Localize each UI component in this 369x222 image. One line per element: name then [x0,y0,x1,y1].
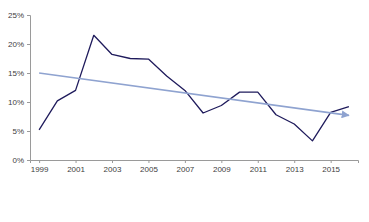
x-tick-label: 2013 [286,165,304,174]
x-tick: 2009 [213,160,231,174]
x-tick-label: 2003 [104,165,122,174]
y-tick-label: 0% [12,156,24,165]
x-tick-mark [185,160,186,163]
y-tick: 10% [8,98,30,107]
x-tick-label: 1999 [31,165,49,174]
y-tick: 15% [8,69,30,78]
x-tick: 2011 [250,160,268,174]
x-axis-line [31,161,359,164]
y-tick-mark [27,15,30,16]
chart: 0% 5% 10% 15% 20% 25% 1999 2001 2003 2005 2007 2009… [0,0,369,222]
y-axis-line [27,16,31,161]
x-tick-mark [221,160,222,163]
x-tick-label: 2007 [176,165,194,174]
y-tick-mark [27,131,30,132]
y-tick: 5% [12,127,30,136]
x-tick: 2003 [104,160,122,174]
x-tick-mark [258,160,259,163]
y-tick-mark [27,160,30,161]
x-tick-mark [39,160,40,163]
y-tick-label: 5% [12,127,24,136]
marks [39,35,349,141]
x-tick: 2001 [67,160,85,174]
data-line [39,35,349,141]
y-tick-label: 15% [8,69,24,78]
x-tick: 2007 [176,160,194,174]
x-tick-label: 2001 [67,165,85,174]
x-tick-mark [294,160,295,163]
plot: 0% 5% 10% 15% 20% 25% 1999 2001 2003 2005 2007 2009… [8,11,359,174]
y-tick: 0% [12,156,30,165]
trend-line [39,73,349,115]
y-tick-mark [27,102,30,103]
x-tick-label: 2005 [140,165,158,174]
y-tick: 20% [8,40,30,49]
x-tick: 2015 [322,160,340,174]
y-tick-mark [27,73,30,74]
y-axis: 0% 5% 10% 15% 20% 25% [8,11,31,165]
x-tick-mark [76,160,77,163]
y-tick-label: 10% [8,98,24,107]
y-tick: 25% [8,11,30,20]
x-tick: 2005 [140,160,158,174]
x-tick-label: 2011 [250,165,268,174]
x-tick-label: 2009 [213,165,231,174]
y-tick-label: 25% [8,11,24,20]
x-axis: 1999 2001 2003 2005 2007 2009 2011 2013 2015 [31,160,359,174]
x-tick-mark [112,160,113,163]
y-tick-label: 20% [8,40,24,49]
x-tick-mark [148,160,149,163]
y-tick-mark [27,44,30,45]
x-tick: 2013 [286,160,304,174]
x-tick: 1999 [31,160,49,174]
x-tick-mark [331,160,332,163]
x-tick-label: 2015 [322,165,340,174]
